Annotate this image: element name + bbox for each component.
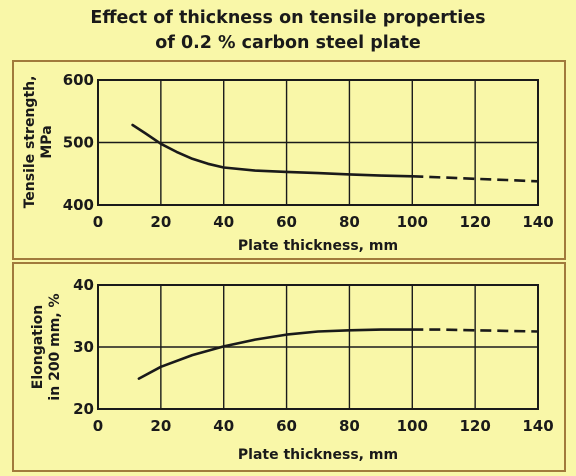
plot-frame <box>97 284 539 410</box>
y-tick-label: 40 <box>73 276 94 294</box>
x-tick-label: 60 <box>276 213 297 231</box>
series-line-dashed <box>412 328 539 333</box>
y-axis-label: Elongation in 200 mm, % <box>30 293 63 400</box>
x-tick-label: 60 <box>276 417 297 435</box>
y-axis-label-line: Tensile strength, <box>22 76 38 209</box>
x-tick-label: 0 <box>93 417 103 435</box>
y-axis-label: Tensile strength, MPa <box>22 76 55 209</box>
chart-title: Effect of thickness on tensile propertie… <box>0 6 576 56</box>
series-line-solid <box>137 328 414 380</box>
series-line-dashed <box>412 175 539 183</box>
x-tick-label: 20 <box>150 417 171 435</box>
y-axis-label-line: MPa <box>39 125 55 158</box>
y-tick-label: 20 <box>73 400 94 418</box>
x-axis-label: Plate thickness, mm <box>238 238 398 254</box>
y-axis-label-line: in 200 mm, % <box>47 293 63 400</box>
x-tick-label: 40 <box>213 417 234 435</box>
x-axis-label: Plate thickness, mm <box>238 447 398 463</box>
plot-frame <box>97 79 539 206</box>
x-tick-label: 120 <box>459 417 490 435</box>
x-tick-label: 100 <box>397 213 428 231</box>
title-line-2: of 0.2 % carbon steel plate <box>155 33 421 53</box>
x-tick-label: 120 <box>459 213 490 231</box>
x-tick-label: 100 <box>397 417 428 435</box>
y-tick-label: 600 <box>63 71 94 89</box>
series-line-solid <box>131 123 414 178</box>
title-line-1: Effect of thickness on tensile propertie… <box>90 8 486 28</box>
y-tick-label: 500 <box>63 134 94 152</box>
y-tick-label: 400 <box>63 196 94 214</box>
elongation-panel <box>12 262 566 472</box>
x-tick-label: 20 <box>150 213 171 231</box>
x-tick-label: 80 <box>339 417 360 435</box>
x-tick-label: 80 <box>339 213 360 231</box>
x-tick-label: 40 <box>213 213 234 231</box>
y-axis-label-line: Elongation <box>30 305 46 390</box>
y-tick-label: 30 <box>73 338 94 356</box>
x-tick-label: 140 <box>522 213 553 231</box>
tensile-strength-panel <box>12 60 566 260</box>
x-tick-label: 140 <box>522 417 553 435</box>
x-tick-label: 0 <box>93 213 103 231</box>
